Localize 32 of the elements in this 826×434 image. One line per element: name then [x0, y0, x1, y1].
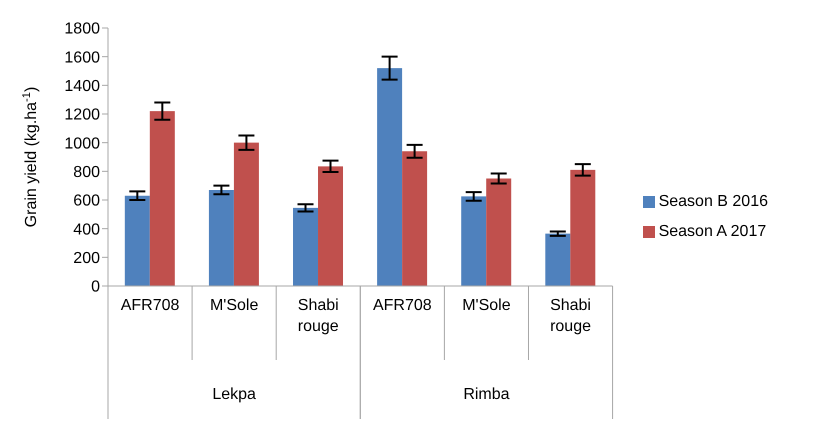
x-tick-label: AFR708 [120, 297, 180, 314]
y-tick-label: 1600 [64, 49, 100, 66]
bar [234, 142, 259, 286]
y-tick-label: 0 [91, 278, 100, 296]
bar [377, 68, 402, 286]
bar [570, 170, 596, 286]
x-tick-label: M'Sole [210, 297, 258, 314]
x-tick-label: Shabi rouge [550, 297, 592, 335]
x-tick-label: AFR708 [372, 297, 432, 314]
y-tick-label: 1200 [64, 106, 100, 124]
y-tick-label: 400 [73, 221, 100, 238]
x-tick-label: Shabi rouge [298, 297, 339, 335]
y-tick-label: 1800 [64, 20, 100, 38]
y-tick-label: 600 [73, 192, 100, 210]
text: Rimba [463, 386, 510, 403]
bar [461, 196, 486, 286]
bar [545, 234, 570, 286]
bar [402, 151, 428, 286]
legend-label: Season A 2017 [658, 223, 766, 240]
bar [150, 111, 175, 286]
y-tick-label: 1000 [64, 135, 100, 152]
legend-label: Season B 2016 [658, 193, 768, 210]
text: Lekpa [212, 386, 256, 403]
y-tick-label: 200 [73, 250, 100, 268]
y-tick-label: 800 [73, 164, 100, 182]
bar [318, 166, 344, 286]
y-tick-label: 1400 [64, 78, 100, 96]
bar [293, 208, 318, 286]
x-tick-label: M'Sole [462, 297, 511, 314]
bar [486, 178, 512, 286]
bar [208, 190, 234, 286]
bar [124, 196, 150, 286]
